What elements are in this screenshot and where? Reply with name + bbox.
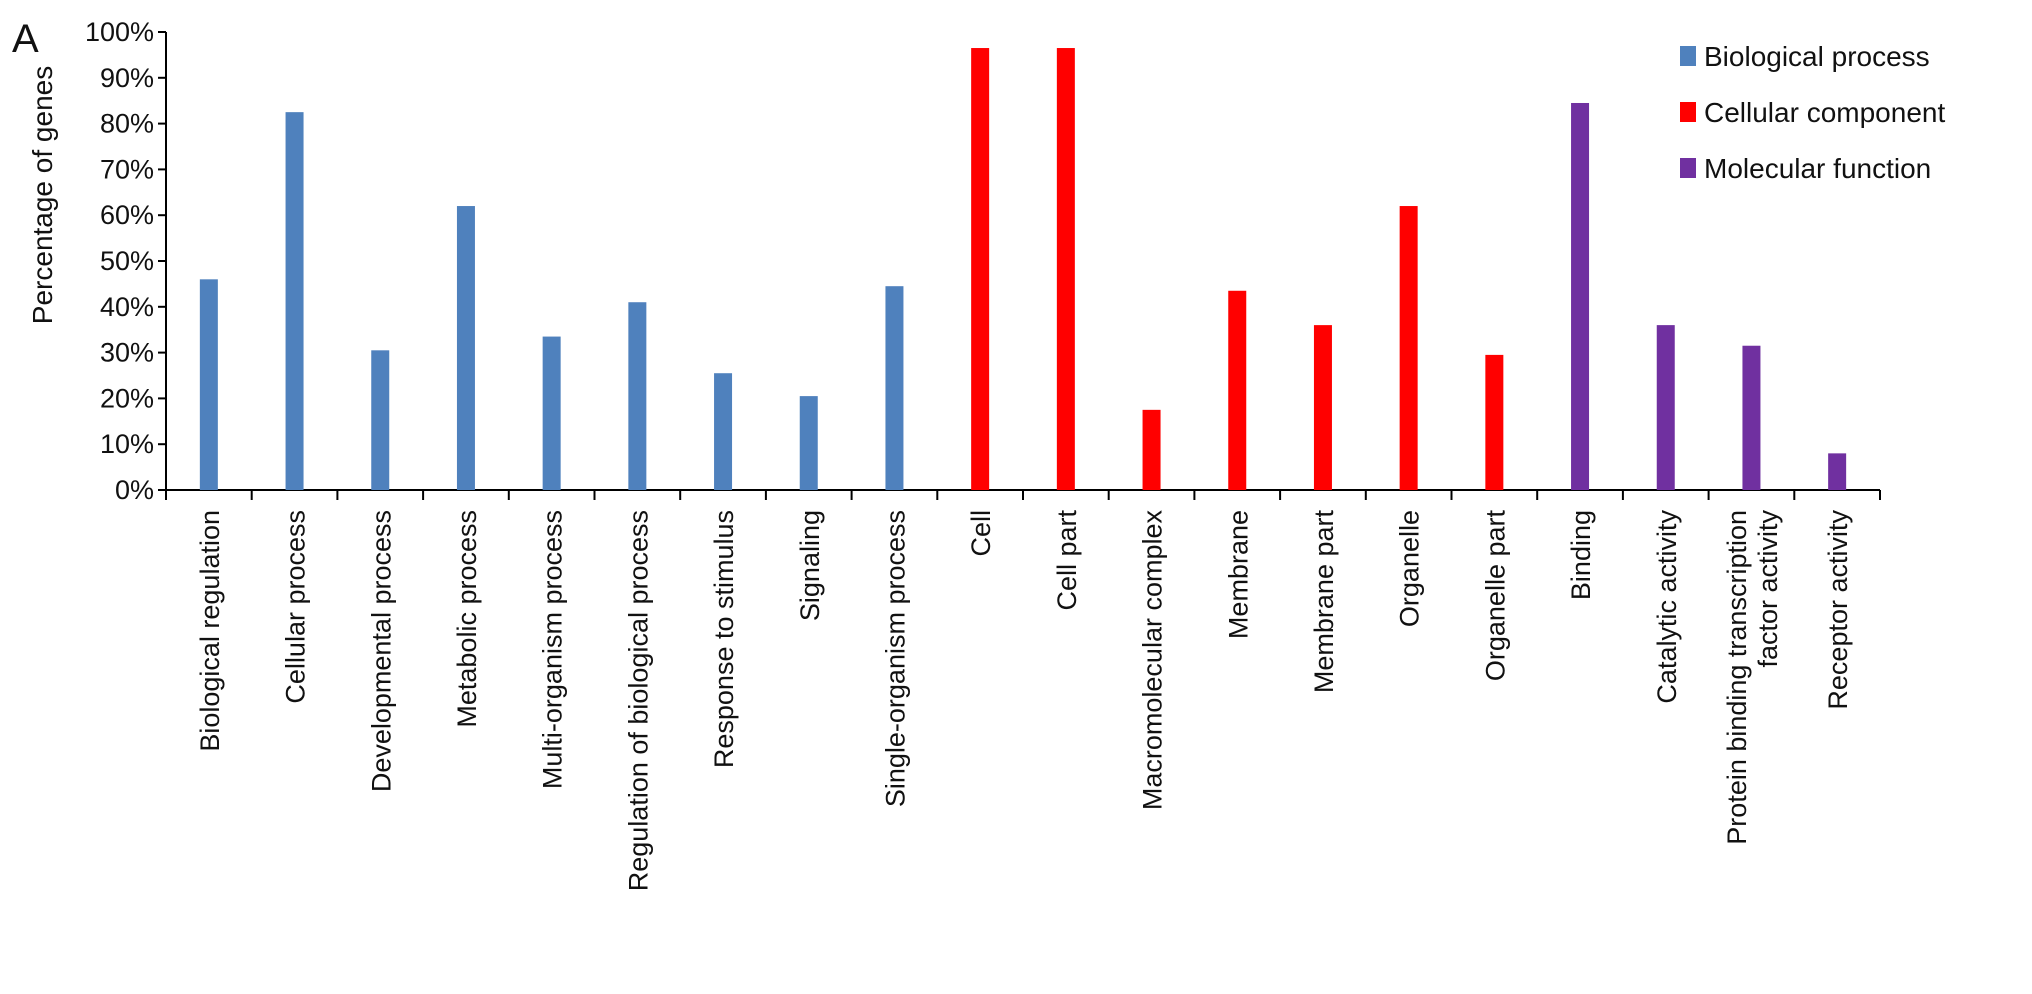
bar bbox=[1313, 325, 1332, 490]
bar bbox=[456, 206, 475, 491]
bar bbox=[1228, 290, 1247, 490]
category-label-line: Multi-organism process bbox=[538, 510, 568, 789]
category-label: Metabolic process bbox=[452, 510, 482, 728]
category-label-line: Biological regulation bbox=[195, 510, 225, 752]
category-label: Response to stimulus bbox=[709, 510, 739, 768]
legend-label: Biological process bbox=[1704, 41, 1930, 72]
category-label: Macromolecular complex bbox=[1138, 510, 1168, 811]
legend-label: Cellular component bbox=[1704, 97, 1945, 128]
category-label-line: Cell bbox=[966, 510, 996, 557]
category-label: Binding bbox=[1566, 510, 1596, 600]
bar-series bbox=[199, 48, 1847, 491]
category-label: Receptor activity bbox=[1823, 510, 1853, 710]
bar bbox=[628, 302, 647, 490]
category-label-line: Cell part bbox=[1052, 510, 1082, 611]
category-label-line: Metabolic process bbox=[452, 510, 482, 728]
legend: Biological process Cellular component Mole… bbox=[1680, 41, 1945, 184]
y-tick-label: 50% bbox=[100, 246, 154, 276]
y-axis: 0% 10% 20% 30% 40% 50% 60% 70% 80% 90% 100% bbox=[85, 17, 167, 505]
category-label: Multi-organism process bbox=[538, 510, 568, 789]
legend-label: Molecular function bbox=[1704, 153, 1931, 184]
category-labels: Biological regulation Cellular process Dev… bbox=[195, 510, 1853, 892]
bar bbox=[285, 112, 304, 491]
category-label-line: Membrane bbox=[1223, 510, 1253, 639]
y-tick-label: 40% bbox=[100, 292, 154, 322]
category-label-line: Protein binding transcription bbox=[1722, 510, 1752, 845]
category-label-line: Binding bbox=[1566, 510, 1596, 600]
category-label: Organelle part bbox=[1480, 510, 1510, 682]
category-label-line: Organelle bbox=[1395, 510, 1425, 627]
category-label-line: Catalytic activity bbox=[1652, 510, 1682, 704]
category-label-line: Response to stimulus bbox=[709, 510, 739, 768]
x-axis bbox=[165, 489, 1881, 500]
category-label: Developmental process bbox=[366, 510, 396, 792]
category-label: Signaling bbox=[795, 510, 825, 621]
panel-label: A bbox=[12, 17, 39, 61]
y-tick-label: 30% bbox=[100, 338, 154, 368]
bar bbox=[1056, 48, 1075, 490]
category-label: Protein binding transcriptionfactor acti… bbox=[1722, 510, 1783, 845]
bar bbox=[714, 373, 733, 490]
bar bbox=[1571, 102, 1590, 491]
category-label-line: Developmental process bbox=[366, 510, 396, 792]
y-tick-label: 0% bbox=[115, 475, 154, 505]
category-label: Biological regulation bbox=[195, 510, 225, 752]
category-label-line: Macromolecular complex bbox=[1138, 510, 1168, 811]
legend-swatch bbox=[1680, 158, 1696, 178]
bar bbox=[971, 48, 990, 490]
bar bbox=[542, 336, 561, 490]
category-label-line: Receptor activity bbox=[1823, 510, 1853, 710]
category-label-line: Membrane part bbox=[1309, 510, 1339, 694]
category-label: Catalytic activity bbox=[1652, 510, 1682, 704]
category-label: Membrane bbox=[1223, 510, 1253, 639]
bar bbox=[885, 286, 904, 490]
category-label: Single-organism process bbox=[880, 510, 910, 807]
y-axis-label: Percentage of genes bbox=[27, 66, 58, 324]
category-label-line: Signaling bbox=[795, 510, 825, 621]
bar bbox=[799, 396, 818, 490]
bar bbox=[199, 279, 218, 490]
category-label: Membrane part bbox=[1309, 510, 1339, 694]
bar bbox=[1742, 345, 1761, 490]
y-tick-label: 90% bbox=[100, 63, 154, 93]
bar bbox=[1828, 453, 1847, 490]
category-label-line: Cellular process bbox=[281, 510, 311, 704]
category-label: Organelle bbox=[1395, 510, 1425, 627]
legend-swatch bbox=[1680, 102, 1696, 122]
bar bbox=[1142, 409, 1161, 490]
y-tick-label: 60% bbox=[100, 200, 154, 230]
category-label-line: Regulation of biological process bbox=[623, 510, 653, 891]
y-tick-label: 70% bbox=[100, 154, 154, 184]
category-label-line: factor activity bbox=[1753, 510, 1783, 668]
category-label: Regulation of biological process bbox=[623, 510, 653, 891]
category-label: Cell part bbox=[1052, 510, 1082, 611]
y-tick-label: 80% bbox=[100, 109, 154, 139]
bar bbox=[1485, 354, 1504, 490]
category-label: Cell bbox=[966, 510, 996, 557]
y-tick-label: 100% bbox=[85, 17, 154, 47]
category-label-line: Organelle part bbox=[1480, 510, 1510, 682]
bar bbox=[1656, 325, 1675, 490]
category-label-line: Single-organism process bbox=[880, 510, 910, 807]
legend-swatch bbox=[1680, 46, 1696, 66]
bar bbox=[371, 350, 390, 490]
y-tick-label: 10% bbox=[100, 429, 154, 459]
bar bbox=[1399, 206, 1418, 491]
y-tick-label: 20% bbox=[100, 383, 154, 413]
category-label: Cellular process bbox=[281, 510, 311, 704]
